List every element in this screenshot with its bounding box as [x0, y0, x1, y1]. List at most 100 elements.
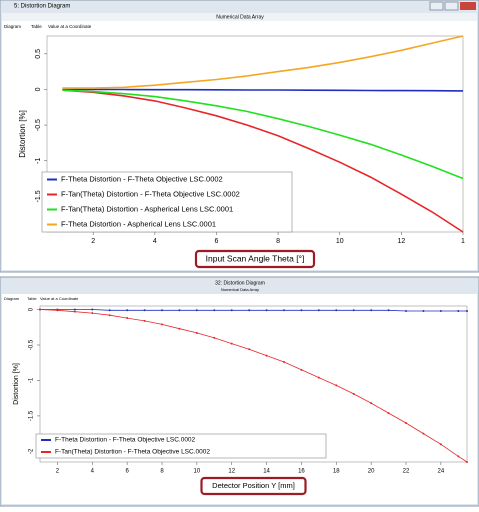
subtitle-bar — [2, 13, 477, 21]
data-point — [300, 368, 303, 371]
data-point — [352, 309, 355, 312]
data-point — [317, 309, 320, 312]
y-tick-label: -1.5 — [29, 410, 35, 421]
x-tick-label: 2 — [56, 469, 60, 475]
x-tick-label: 20 — [368, 469, 375, 475]
tab[interactable]: Diagram — [4, 24, 21, 29]
series-line — [40, 309, 467, 312]
data-point — [300, 309, 303, 312]
y-tick-label: -1.5 — [35, 190, 42, 202]
data-point — [439, 443, 442, 446]
data-point — [457, 455, 460, 458]
data-point — [108, 309, 111, 312]
data-point — [91, 312, 94, 315]
data-point — [126, 317, 129, 320]
data-point — [230, 309, 233, 312]
x-tick-label: 10 — [336, 238, 344, 245]
data-point — [91, 308, 94, 311]
data-point — [178, 309, 181, 312]
data-point — [248, 309, 251, 312]
y-tick-label: 0 — [35, 87, 42, 91]
data-point — [283, 309, 285, 312]
data-point — [73, 308, 76, 311]
y-tick-label: 0.5 — [35, 49, 42, 59]
x-tick-label: 12 — [228, 469, 235, 475]
x-label-highlight — [194, 249, 316, 269]
data-point — [283, 361, 285, 364]
window-title: 5: Distortion Diagram — [14, 4, 70, 10]
data-point — [422, 432, 425, 435]
data-point — [370, 309, 373, 312]
tab[interactable]: Value at a Coordinate — [48, 24, 92, 29]
legend — [41, 171, 293, 233]
chart: 2 4 6 8 10 12 1 -1.5 -1 -0.5 0 0.5 Distortion [%] Inp… — [18, 35, 465, 269]
tab[interactable]: Table — [27, 296, 37, 301]
data-point — [335, 309, 338, 312]
y-tick-label: 0 — [29, 307, 35, 311]
data-point — [143, 319, 146, 322]
data-point — [457, 309, 460, 312]
legend-label: F-Tan(Theta) Distortion - F-Theta Object… — [61, 189, 240, 198]
data-point — [39, 308, 41, 311]
data-point — [143, 309, 146, 312]
window-title: 32: Distortion Diagram — [215, 280, 265, 286]
y-tick-label: -1 — [35, 158, 42, 164]
data-point — [73, 310, 76, 313]
x-tick-label: 18 — [333, 469, 340, 475]
x-axis-label: Detector Position Y [mm] — [212, 481, 295, 490]
tab[interactable]: Table — [31, 24, 42, 29]
data-point — [213, 336, 216, 339]
legend-label: F-Tan(Theta) Distortion - Aspherical Len… — [61, 204, 233, 213]
x-tick-label: 14 — [263, 469, 270, 475]
tab[interactable]: Diagram — [4, 296, 20, 301]
subtitle: Numerical Data Array — [221, 287, 259, 292]
x-tick-label: 4 — [153, 238, 157, 245]
x-tick-label: 16 — [298, 469, 305, 475]
x-tick-label: 1 — [461, 238, 465, 245]
x-tick-label: 2 — [91, 238, 95, 245]
y-tick-label: -0.5 — [29, 339, 35, 350]
data-point — [161, 309, 163, 312]
x-tick-label: 4 — [91, 469, 95, 475]
data-point — [195, 331, 198, 334]
data-point — [213, 309, 216, 312]
data-point — [387, 309, 390, 312]
data-point — [178, 327, 181, 330]
data-point — [230, 342, 233, 345]
y-tick-label: -2 — [29, 448, 35, 454]
data-point — [422, 309, 425, 312]
data-point — [405, 309, 407, 312]
legend-label: F-Theta Distortion - F-Theta Objective L… — [61, 174, 223, 183]
chart: 2 4 6 8 10 12 14 16 18 20 22 24-2-1.5-1-0.50Distort… — [13, 305, 468, 496]
data-point — [265, 354, 268, 357]
data-point — [126, 309, 129, 312]
x-tick-label: 24 — [438, 469, 445, 475]
y-tick-label: -1 — [29, 377, 35, 383]
data-point — [387, 412, 390, 415]
x-axis-label: Input Scan Angle Theta [°] — [206, 253, 305, 263]
legend-label: F-Theta Distortion - Aspherical Lens LSC… — [61, 219, 216, 228]
data-point — [195, 309, 198, 312]
data-point — [335, 384, 338, 387]
x-tick-label: 22 — [403, 469, 410, 475]
x-tick-label: 6 — [125, 469, 129, 475]
subtitle: Numerical Data Array — [216, 14, 264, 20]
data-point — [405, 422, 407, 424]
data-point — [265, 309, 268, 312]
data-point — [370, 402, 373, 405]
data-point — [248, 348, 251, 351]
x-label-highlight — [200, 476, 307, 496]
series-line — [62, 35, 464, 89]
data-point — [466, 461, 468, 463]
minimize-button[interactable] — [429, 1, 444, 11]
data-point — [317, 376, 320, 379]
x-tick-label: 8 — [160, 469, 164, 475]
x-tick-label: 8 — [276, 238, 280, 245]
series-line — [62, 88, 464, 92]
y-tick-label: -0.5 — [35, 119, 42, 131]
maximize-button[interactable] — [444, 1, 459, 11]
close-button[interactable] — [460, 2, 476, 10]
tab[interactable]: Value at a Coordinate — [40, 296, 79, 301]
